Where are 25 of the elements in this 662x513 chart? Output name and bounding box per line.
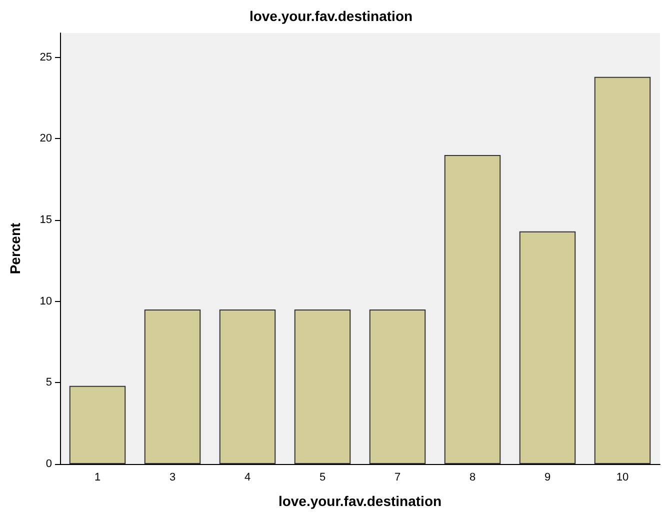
y-tick-label: 15 (40, 214, 52, 226)
bar (369, 309, 426, 464)
x-tick-label: 3 (169, 472, 176, 484)
bar (144, 309, 201, 464)
x-axis-title: love.your.fav.destination (278, 493, 442, 509)
y-tick-label: 0 (46, 458, 52, 470)
bar (444, 154, 501, 464)
x-tick-label: 9 (544, 472, 551, 484)
x-tick-label: 8 (469, 472, 476, 484)
y-tick-label: 5 (46, 376, 52, 389)
x-tick-label: 5 (319, 472, 326, 484)
bar (69, 386, 126, 464)
bar (594, 76, 651, 464)
x-tick-label: 1 (94, 472, 101, 484)
x-tick-label: 4 (244, 472, 251, 484)
bar (219, 309, 276, 464)
y-tick-label: 10 (40, 295, 52, 308)
x-tick-label: 10 (616, 472, 629, 484)
bar (519, 231, 576, 464)
chart-title: love.your.fav.destination (249, 8, 413, 24)
y-tick-label: 20 (40, 132, 52, 145)
x-tick-label: 7 (394, 472, 401, 484)
bar (294, 309, 351, 464)
y-tick-label: 25 (40, 51, 52, 64)
y-axis-title: Percent (7, 222, 23, 274)
